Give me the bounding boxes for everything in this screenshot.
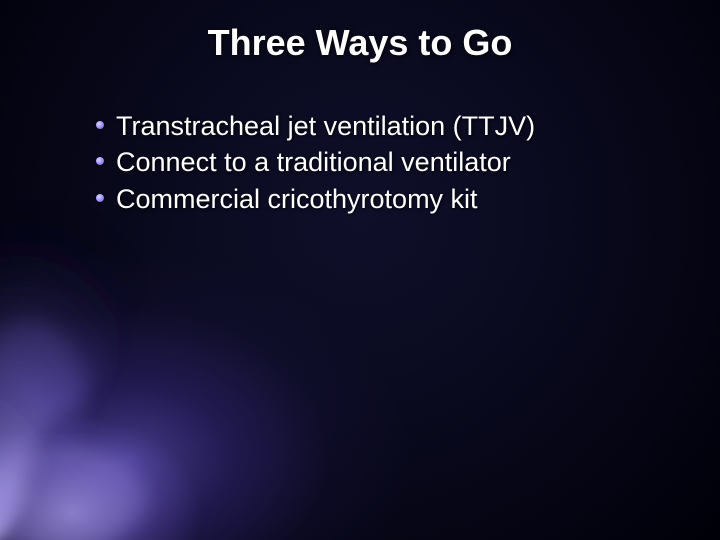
bullet-text: Transtracheal jet ventilation (TTJV) [116,108,535,144]
bullet-item: Transtracheal jet ventilation (TTJV) [96,108,660,144]
nebula-smoke-decoration [0,200,380,540]
bullet-text: Connect to a traditional ventilator [116,144,511,180]
bullet-item: Connect to a traditional ventilator [96,144,660,180]
bullet-item: Commercial cricothyrotomy kit [96,181,660,217]
slide-title: Three Ways to Go [0,22,720,64]
slide: Three Ways to Go Transtracheal jet venti… [0,0,720,540]
bullet-dot-icon [96,121,104,129]
bullet-dot-icon [96,157,104,165]
bullet-text: Commercial cricothyrotomy kit [116,181,478,217]
bullet-dot-icon [96,194,104,202]
title-container: Three Ways to Go [0,22,720,64]
body-container: Transtracheal jet ventilation (TTJV) Con… [96,108,660,217]
